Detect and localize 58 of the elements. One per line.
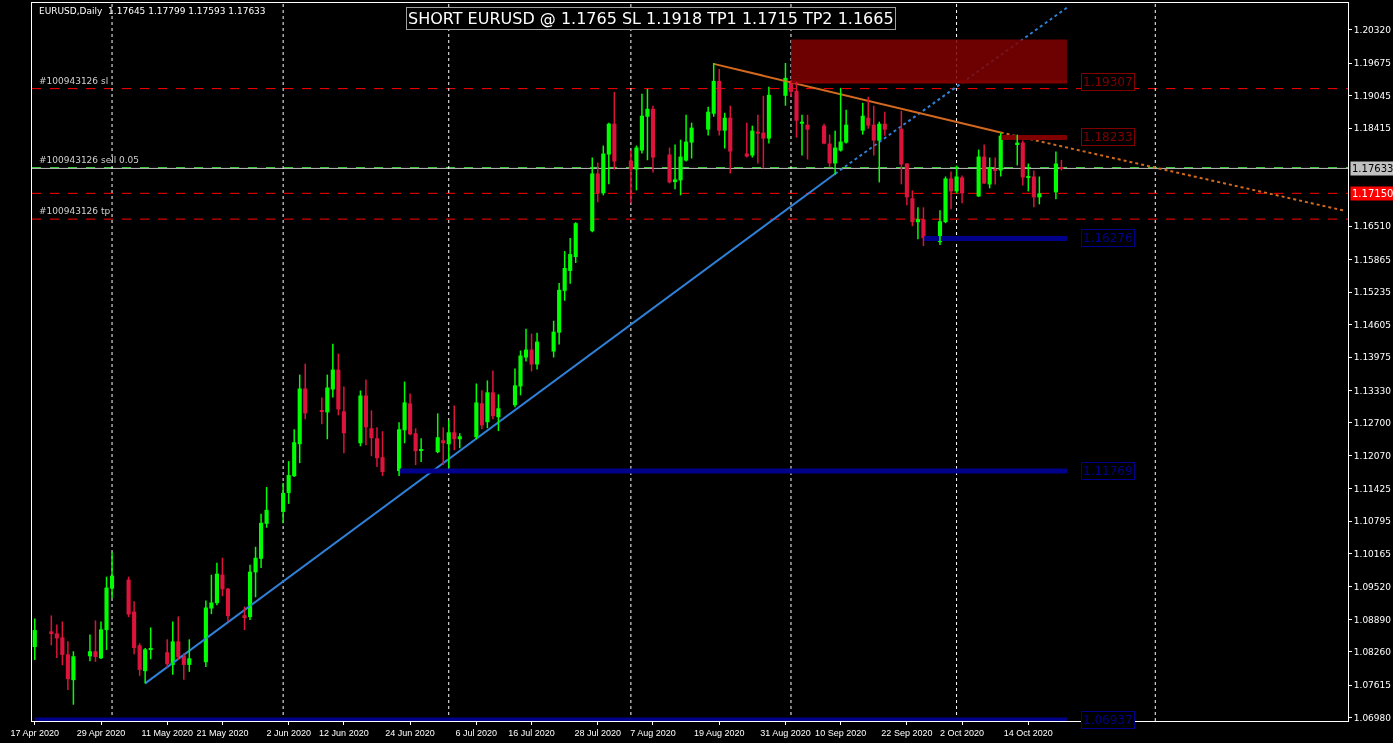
x-tick-label: 21 May 2020 [196, 727, 249, 738]
y-tick-label: 1.10795 [1353, 516, 1392, 527]
y-tick-label: 1.09520 [1353, 582, 1392, 593]
y-tick-label: 1.12070 [1353, 450, 1392, 461]
chart-title: SHORT EURUSD @ 1.1765 SL 1.1918 TP1 1.1715 TP2 1.1665 [408, 9, 894, 28]
candlestick [93, 619, 98, 663]
x-tick-label: 31 Aug 2020 [760, 727, 811, 738]
x-tick-label: 24 Jun 2020 [385, 727, 435, 738]
x-tick-label: 7 Aug 2020 [630, 727, 676, 738]
candlestick [921, 206, 926, 247]
x-tick-label: 28 Jul 2020 [574, 727, 622, 738]
candlestick [805, 113, 810, 161]
x-tick-label: 2 Oct 2020 [940, 727, 985, 738]
ref-line-label: #100943126 tp [39, 206, 111, 216]
y-tick-label: 1.13975 [1353, 352, 1392, 363]
y-tick-label: 1.16510 [1353, 221, 1392, 232]
y-tick-label: 1.10165 [1353, 548, 1392, 559]
y-tick-label: 1.13330 [1353, 385, 1392, 396]
candlestick [369, 409, 374, 457]
candlestick [220, 557, 225, 597]
series-label: 1.11769 [1083, 464, 1133, 478]
x-tick-label: 17 Apr 2020 [10, 727, 60, 738]
y-tick-label: 1.08890 [1353, 614, 1392, 625]
x-tick-label: 12 Jun 2020 [319, 727, 369, 738]
y-tick-label: 1.06980 [1353, 713, 1392, 724]
y-tick-label: 1.19045 [1353, 90, 1392, 101]
candlestick [529, 332, 534, 373]
x-tick-label: 19 Aug 2020 [693, 727, 745, 738]
y-tick-label: 1.15865 [1353, 254, 1392, 265]
candlestick [954, 164, 959, 195]
x-tick-label: 22 Sep 2020 [881, 727, 933, 738]
ref-line-label: #100943126 sl [39, 76, 109, 86]
series-label: 1.19307 [1083, 75, 1133, 89]
ref-line-label: #100943126 sell 0.05 [39, 155, 140, 165]
x-tick-label: 16 Jul 2020 [508, 727, 555, 738]
y-tick-label: 1.07615 [1353, 680, 1392, 691]
series-label: 1.06937 [1083, 713, 1133, 727]
x-tick-label: 10 Sep 2020 [815, 727, 867, 738]
candlestick [242, 605, 247, 631]
y-tick-label: 1.15235 [1353, 287, 1392, 298]
y-tick-label: 1.20320 [1353, 24, 1392, 35]
candlestick [667, 146, 672, 185]
annotation: 1.17633 [1352, 163, 1393, 174]
x-tick-label: 14 Oct 2020 [1003, 727, 1053, 738]
y-tick-label: 1.18415 [1353, 123, 1392, 134]
x-tick-label: 11 May 2020 [141, 727, 193, 738]
series-label: 1.16276 [1083, 231, 1133, 245]
y-tick-label: 1.19675 [1353, 58, 1392, 69]
x-tick-label: 29 Apr 2020 [76, 727, 126, 738]
y-tick-label: 1.12700 [1353, 418, 1392, 429]
y-tick-label: 1.14605 [1353, 319, 1392, 330]
annotation: 1.17150 [1352, 188, 1393, 199]
y-tick-label: 1.08260 [1353, 647, 1392, 658]
series-label: 1.18233 [1083, 130, 1133, 144]
x-tick-label: 6 Jul 2020 [455, 727, 498, 738]
y-tick-label: 1.11425 [1353, 483, 1392, 494]
annotation: EURUSD,Daily 1.17645 1.17799 1.17593 1.17633 [39, 6, 266, 16]
x-tick-label: 2 Jun 2020 [266, 727, 311, 738]
